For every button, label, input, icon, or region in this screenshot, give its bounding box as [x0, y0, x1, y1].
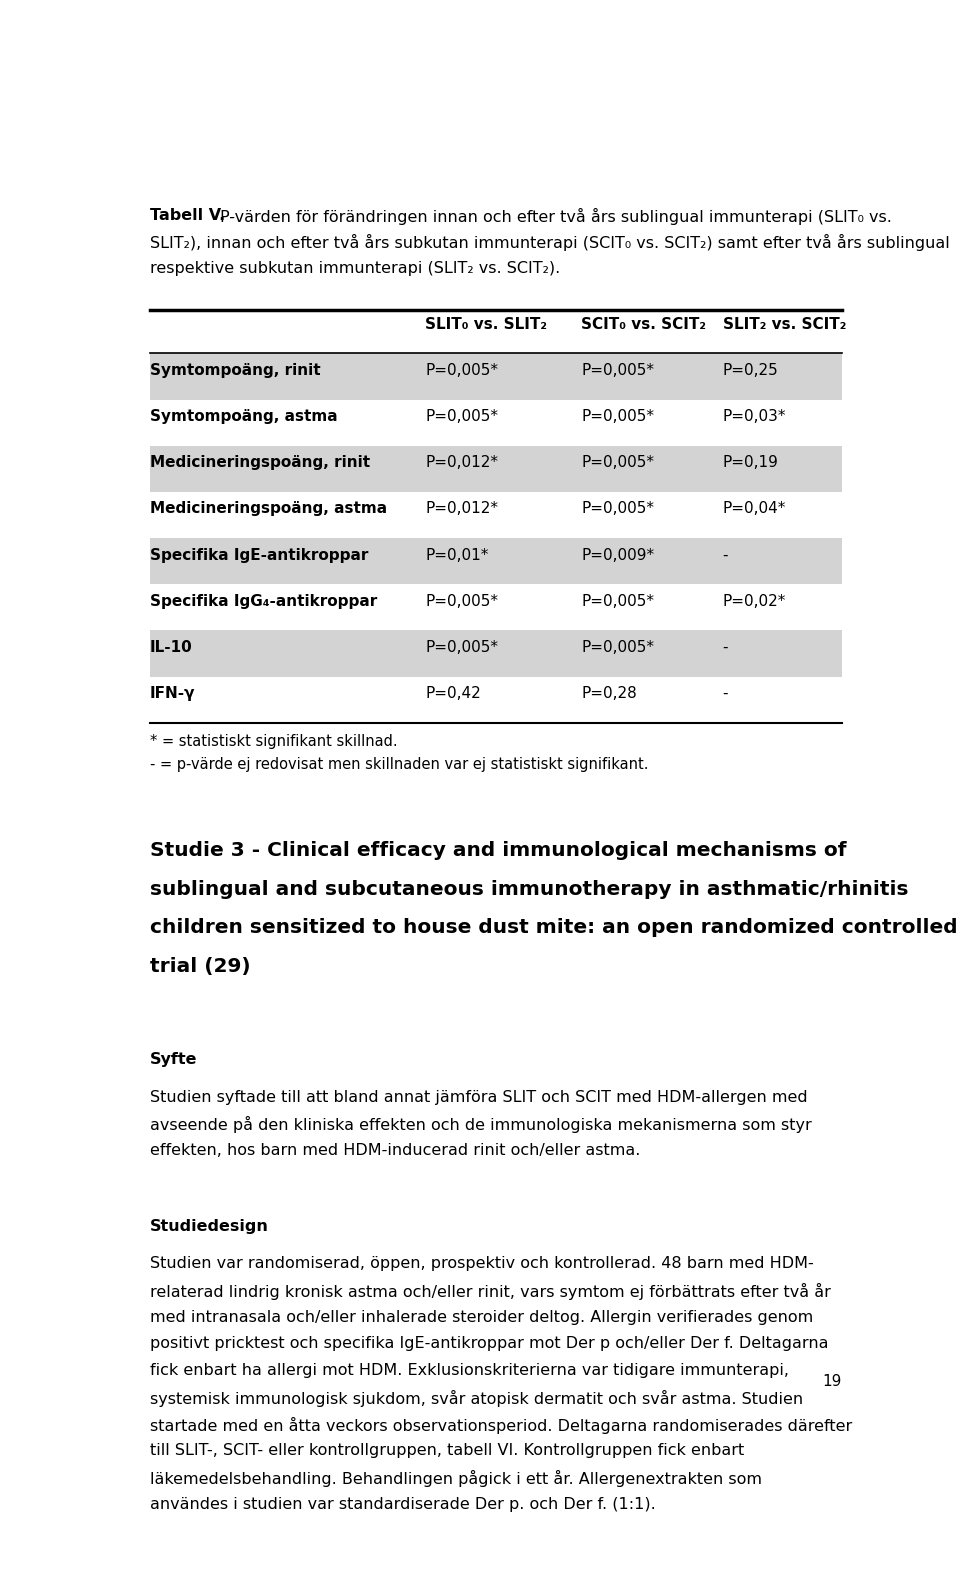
Text: systemisk immunologisk sjukdom, svår atopisk dermatit och svår astma. Studien: systemisk immunologisk sjukdom, svår ato…	[150, 1390, 803, 1408]
Text: SLIT₀ vs. SLIT₂: SLIT₀ vs. SLIT₂	[425, 317, 547, 331]
Text: P=0,005*: P=0,005*	[581, 454, 655, 470]
Text: -: -	[723, 641, 728, 655]
Text: P=0,005*: P=0,005*	[581, 502, 655, 516]
Text: sublingual and subcutaneous immunotherapy in asthmatic/rhinitis: sublingual and subcutaneous immunotherap…	[150, 879, 908, 898]
Text: P=0,03*: P=0,03*	[723, 409, 786, 424]
Text: Tabell V.: Tabell V.	[150, 208, 225, 222]
Text: trial (29): trial (29)	[150, 958, 251, 977]
Text: effekten, hos barn med HDM-inducerad rinit och/eller astma.: effekten, hos barn med HDM-inducerad rin…	[150, 1142, 640, 1158]
Text: P=0,005*: P=0,005*	[581, 593, 655, 609]
Text: P=0,04*: P=0,04*	[723, 502, 786, 516]
Text: användes i studien var standardiserade Der p. och Der f. (1:1).: användes i studien var standardiserade D…	[150, 1498, 656, 1512]
Text: P=0,005*: P=0,005*	[581, 409, 655, 424]
Bar	[150, 677, 842, 723]
Text: P=0,25: P=0,25	[723, 363, 779, 377]
Text: Studie 3 - Clinical efficacy and immunological mechanisms of: Studie 3 - Clinical efficacy and immunol…	[150, 841, 847, 860]
Text: * = statistiskt signifikant skillnad.: * = statistiskt signifikant skillnad.	[150, 734, 397, 748]
Text: 19: 19	[823, 1373, 842, 1389]
Text: P=0,005*: P=0,005*	[425, 641, 498, 655]
Text: P=0,005*: P=0,005*	[425, 363, 498, 377]
Text: P=0,42: P=0,42	[425, 686, 481, 701]
Text: -: -	[723, 686, 728, 701]
Text: P=0,009*: P=0,009*	[581, 548, 655, 563]
Text: Syfte: Syfte	[150, 1053, 197, 1067]
Bar	[150, 631, 842, 677]
Text: Medicineringspoäng, rinit: Medicineringspoäng, rinit	[150, 454, 370, 470]
Text: Studien var randomiserad, öppen, prospektiv och kontrollerad. 48 barn med HDM-: Studien var randomiserad, öppen, prospek…	[150, 1256, 813, 1272]
Text: children sensitized to house dust mite: an open randomized controlled: children sensitized to house dust mite: …	[150, 918, 957, 937]
Text: SCIT₀ vs. SCIT₂: SCIT₀ vs. SCIT₂	[581, 317, 707, 331]
Text: relaterad lindrig kronisk astma och/eller rinit, vars symtom ej förbättrats efte: relaterad lindrig kronisk astma och/elle…	[150, 1283, 830, 1300]
Text: P=0,19: P=0,19	[723, 454, 779, 470]
Text: Studien syftade till att bland annat jämföra SLIT och SCIT med HDM-allergen med: Studien syftade till att bland annat jäm…	[150, 1090, 807, 1105]
Text: Symtompoäng, astma: Symtompoäng, astma	[150, 409, 337, 424]
Bar	[150, 399, 842, 445]
Bar	[150, 584, 842, 631]
Text: P=0,012*: P=0,012*	[425, 454, 498, 470]
Text: Specifika IgE-antikroppar: Specifika IgE-antikroppar	[150, 548, 368, 563]
Text: Medicineringspoäng, astma: Medicineringspoäng, astma	[150, 502, 387, 516]
Bar	[150, 538, 842, 584]
Text: avseende på den kliniska effekten och de immunologiska mekanismerna som styr: avseende på den kliniska effekten och de…	[150, 1117, 811, 1133]
Text: P=0,02*: P=0,02*	[723, 593, 786, 609]
Text: positivt pricktest och specifika IgE-antikroppar mot Der p och/eller Der f. Delt: positivt pricktest och specifika IgE-ant…	[150, 1337, 828, 1351]
Text: - = p-värde ej redovisat men skillnaden var ej statistiskt signifikant.: - = p-värde ej redovisat men skillnaden …	[150, 757, 648, 772]
Text: fick enbart ha allergi mot HDM. Exklusionskriterierna var tidigare immunterapi,: fick enbart ha allergi mot HDM. Exklusio…	[150, 1363, 789, 1378]
Bar	[150, 353, 842, 399]
Text: IL-10: IL-10	[150, 641, 193, 655]
Text: Studiedesign: Studiedesign	[150, 1218, 269, 1234]
Bar	[150, 445, 842, 492]
Text: -: -	[723, 548, 728, 563]
Text: P-värden för förändringen innan och efter två års sublingual immunterapi (SLIT₀ : P-värden för förändringen innan och efte…	[220, 208, 892, 224]
Text: P=0,005*: P=0,005*	[425, 409, 498, 424]
Text: SLIT₂), innan och efter två års subkutan immunterapi (SCIT₀ vs. SCIT₂) samt efte: SLIT₂), innan och efter två års subkutan…	[150, 234, 949, 251]
Text: läkemedelsbehandling. Behandlingen pågick i ett år. Allergenextrakten som: läkemedelsbehandling. Behandlingen pågic…	[150, 1471, 762, 1486]
Text: SLIT₂ vs. SCIT₂: SLIT₂ vs. SCIT₂	[723, 317, 846, 331]
Text: startade med en åtta veckors observationsperiod. Deltagarna randomiserades däref: startade med en åtta veckors observation…	[150, 1417, 852, 1433]
Text: P=0,012*: P=0,012*	[425, 502, 498, 516]
Text: P=0,005*: P=0,005*	[425, 593, 498, 609]
Bar	[150, 492, 842, 538]
Text: IFN-γ: IFN-γ	[150, 686, 195, 701]
Text: Specifika IgG₄-antikroppar: Specifika IgG₄-antikroppar	[150, 593, 377, 609]
Text: Symtompoäng, rinit: Symtompoäng, rinit	[150, 363, 321, 377]
Text: P=0,005*: P=0,005*	[581, 641, 655, 655]
Text: respektive subkutan immunterapi (SLIT₂ vs. SCIT₂).: respektive subkutan immunterapi (SLIT₂ v…	[150, 260, 560, 276]
Text: med intranasala och/eller inhalerade steroider deltog. Allergin verifierades gen: med intranasala och/eller inhalerade ste…	[150, 1310, 813, 1324]
Text: P=0,005*: P=0,005*	[581, 363, 655, 377]
Text: P=0,01*: P=0,01*	[425, 548, 489, 563]
Text: till SLIT-, SCIT- eller kontrollgruppen, tabell VI. Kontrollgruppen fick enbart: till SLIT-, SCIT- eller kontrollgruppen,…	[150, 1444, 744, 1458]
Text: P=0,28: P=0,28	[581, 686, 637, 701]
